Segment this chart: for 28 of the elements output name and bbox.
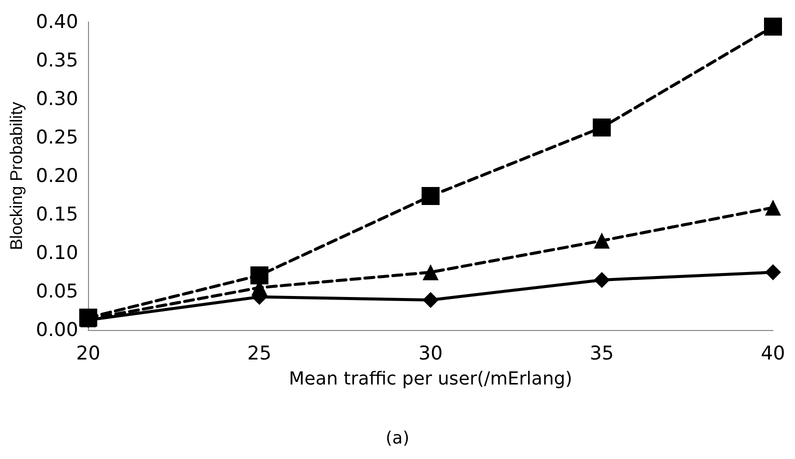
y-axis-title: Blocking Probability bbox=[7, 101, 26, 250]
y-tick-label: 0.10 bbox=[36, 242, 78, 264]
x-tick-label: 20 bbox=[76, 342, 100, 364]
point bbox=[250, 266, 268, 284]
y-tick-label: 0.30 bbox=[36, 88, 78, 110]
point bbox=[79, 308, 98, 327]
x-axis-title: Mean traffic per user(/mErlang) bbox=[288, 368, 572, 390]
x-tick-label: 35 bbox=[590, 342, 614, 364]
x-tick-label: 30 bbox=[418, 342, 443, 364]
point bbox=[592, 118, 611, 136]
y-tick-label: 0.15 bbox=[36, 204, 78, 226]
point bbox=[422, 292, 439, 308]
x-tick-label: 40 bbox=[760, 342, 786, 364]
point bbox=[765, 200, 781, 216]
text: (a) bbox=[386, 428, 410, 448]
y-tick-label: 0.40 bbox=[36, 11, 78, 33]
y-tick-label: 0.05 bbox=[36, 280, 78, 302]
point bbox=[422, 264, 439, 280]
y-tick-label: 0.20 bbox=[36, 165, 78, 187]
point bbox=[422, 187, 440, 206]
point bbox=[594, 232, 610, 249]
point bbox=[594, 272, 610, 288]
y-tick-label: 0.35 bbox=[36, 50, 78, 72]
point bbox=[764, 18, 782, 36]
y-tick-label: 0.00 bbox=[36, 319, 78, 341]
x-tick-label: 25 bbox=[247, 342, 272, 364]
point bbox=[765, 264, 781, 280]
y-tick-label: 0.25 bbox=[36, 126, 78, 148]
